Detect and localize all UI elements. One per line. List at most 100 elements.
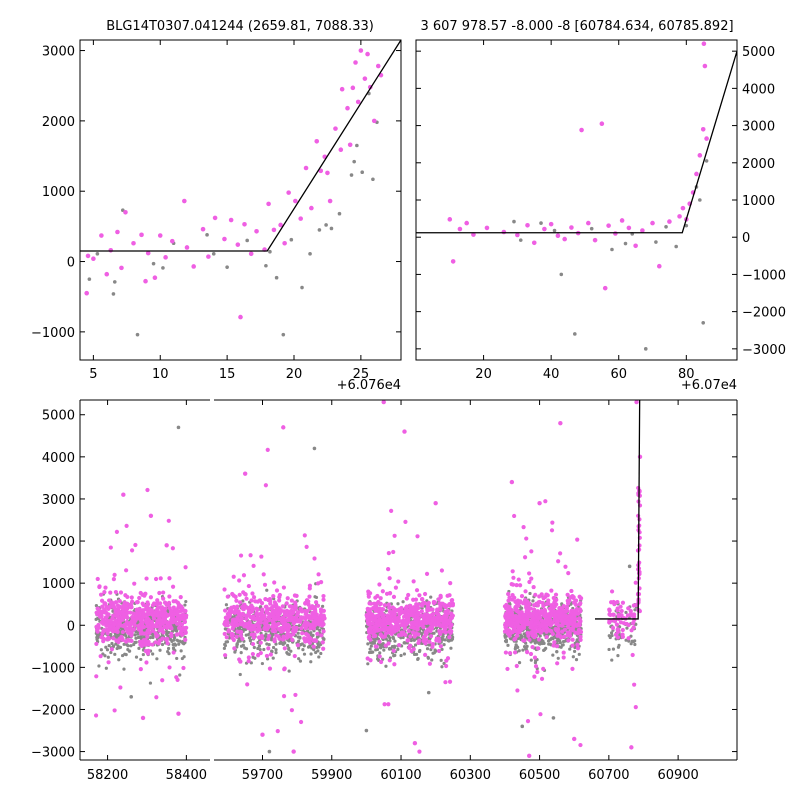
bottom-magenta-point [506, 591, 511, 597]
bottom-gray-point [607, 647, 611, 652]
bottom-gray-point [117, 658, 121, 662]
bottom-gray-point [174, 629, 179, 633]
bottom-magenta-outlier [402, 429, 407, 434]
bottom-magenta-point [164, 636, 169, 642]
bottom-magenta-point [518, 583, 523, 588]
bottom-gray-point [378, 643, 382, 647]
bottom-gray-point [318, 628, 322, 632]
bottom-magenta-point [570, 637, 575, 642]
bottom-magenta-point [291, 619, 297, 625]
tl-magenta-point [350, 85, 356, 91]
bottom-magenta-point [234, 598, 239, 603]
bottom-magenta-point [257, 598, 262, 603]
bottom-magenta-point [170, 546, 175, 551]
bottom-magenta-point [437, 623, 443, 628]
bottom-magenta-point [137, 595, 142, 601]
bottom-gray-point [514, 643, 518, 647]
bottom-magenta-point [225, 594, 230, 599]
bottom-gray-point [416, 657, 420, 661]
bottom-magenta-point [238, 659, 243, 664]
bottom-gray-point [278, 641, 282, 646]
bottom-gray-point [561, 643, 565, 647]
bottom-magenta-point [509, 612, 514, 617]
bottom-magenta-point [558, 609, 563, 614]
bottom-magenta-point [406, 628, 411, 634]
tl-gray-point [205, 233, 209, 237]
bottom-magenta-point [507, 595, 512, 600]
bottom-magenta-point [394, 618, 399, 623]
bottom-gray-point [575, 638, 579, 642]
tr-magenta-point [702, 63, 708, 69]
bottom-magenta-point [399, 630, 404, 635]
bottom-magenta-point [505, 615, 511, 621]
bottom-magenta-point [313, 609, 318, 614]
bottom-magenta-point [505, 666, 510, 672]
bottom-magenta-point [145, 628, 150, 633]
bottom-magenta-point [416, 610, 421, 615]
bottom-gray-point [433, 648, 437, 652]
bottom-magenta-point [106, 598, 112, 603]
bottom-magenta-point [292, 653, 297, 659]
bottom-gray-point [247, 636, 252, 640]
bottom-magenta-point [159, 606, 164, 611]
bottom-magenta-point [183, 565, 188, 570]
bottom-gray-point [173, 642, 177, 646]
tr-magenta-point [555, 233, 561, 239]
bottom-magenta-point [232, 610, 238, 615]
tl-magenta-point [282, 240, 287, 246]
bottom-magenta-point [543, 611, 548, 616]
bottom-magenta-point [307, 594, 312, 599]
bottom-magenta-point [246, 659, 251, 664]
bottom-magenta-point [144, 576, 149, 581]
tr-magenta-point [667, 219, 672, 224]
top-left-x-offset: +6.076e4 [337, 378, 401, 393]
tr-magenta-point [694, 171, 699, 177]
bottom-magenta-point [386, 567, 391, 572]
bottom-magenta-point [615, 606, 620, 611]
tl-magenta-point [355, 99, 361, 105]
bottom-magenta-point [625, 613, 631, 618]
bottom-gray-outlier [551, 716, 556, 720]
bottom-magenta-point [391, 594, 397, 600]
bottom-magenta-point [177, 621, 182, 626]
bottom-magenta-point [442, 602, 447, 608]
tr-magenta-point [515, 232, 520, 238]
bottom-magenta-point [162, 600, 168, 605]
bottom-magenta-point [98, 654, 103, 659]
bottom-magenta-point [422, 634, 427, 640]
bottom-xtick-label: 60500 [519, 768, 560, 783]
tl-gray-point [225, 265, 229, 269]
bottom-magenta-point [115, 625, 120, 630]
tl-magenta-point [91, 256, 96, 262]
bottom-magenta-point [178, 594, 183, 600]
bottom-gray-point [517, 661, 522, 665]
bottom-gray-point [555, 650, 559, 654]
bottom-magenta-point [108, 590, 113, 595]
bottom-magenta-point [516, 626, 521, 631]
bottom-magenta-point [531, 616, 536, 621]
bottom-magenta-outlier [242, 471, 248, 476]
bottom-magenta-point [529, 631, 535, 636]
bottom-magenta-point [232, 646, 237, 651]
tl-magenta-point [163, 255, 168, 260]
bottom-gray-point [384, 637, 388, 641]
bottom-gray-point [179, 649, 183, 653]
tr-ytick-label: 1000 [742, 194, 775, 209]
bottom-magenta-point [242, 591, 248, 597]
bottom-magenta-point [145, 600, 150, 605]
bottom-gray-point [104, 666, 108, 670]
bottom-magenta-point [270, 618, 276, 624]
bottom-magenta-point [503, 625, 508, 630]
bottom-magenta-point [153, 631, 158, 636]
bottom-magenta-point [390, 625, 396, 630]
tr-magenta-point [484, 225, 490, 231]
bottom-gray-point [450, 637, 455, 641]
bottom-magenta-point [137, 607, 142, 612]
bottom-magenta-point [268, 599, 273, 604]
bottom-magenta-point [404, 596, 409, 601]
bottom-magenta-point [103, 615, 108, 620]
bottom-magenta-point [374, 606, 380, 612]
bottom-magenta-point [183, 637, 188, 642]
bottom-magenta-point [524, 605, 529, 611]
tl-gray-point [87, 277, 92, 281]
